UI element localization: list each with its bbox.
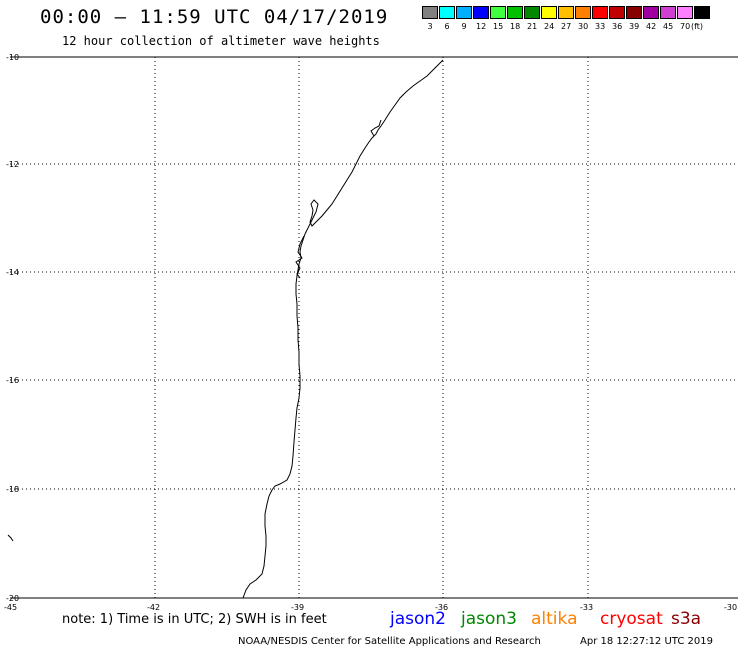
timestamp-text: Apr 18 12:27:12 UTC 2019	[580, 636, 713, 647]
satellite-label-jason3: jason3	[461, 609, 517, 629]
scale-label: 18	[510, 22, 521, 31]
scale-label: (ft)	[691, 22, 704, 31]
scale-label: 70	[680, 22, 691, 31]
scale-swatch	[490, 6, 506, 19]
scale-swatch	[507, 6, 523, 19]
coastline-inlet	[295, 119, 382, 279]
lon-label: -45	[4, 603, 18, 612]
lon-label: -42	[147, 603, 161, 612]
scale-swatch	[660, 6, 676, 19]
scale-label: 15	[493, 22, 504, 31]
note-text: note: 1) Time is in UTC; 2) SWH is in fe…	[62, 612, 327, 627]
scale-label: 27	[561, 22, 572, 31]
coastline	[242, 59, 444, 599]
scale-swatch	[626, 6, 642, 19]
scale-swatch	[558, 6, 574, 19]
scale-label: 9	[461, 22, 467, 31]
scale-label: 6	[444, 22, 450, 31]
scale-label: 42	[646, 22, 657, 31]
satellite-label-jason2: jason2	[390, 609, 446, 629]
lon-label: -36	[435, 603, 449, 612]
map-frame	[10, 56, 738, 599]
map-grid	[10, 57, 738, 598]
scale-label: 12	[476, 22, 487, 31]
lat-label: -18	[6, 485, 20, 494]
lat-label: -10	[6, 53, 20, 62]
scale-label: 3	[427, 22, 433, 31]
lon-label: -33	[580, 603, 594, 612]
lon-label: -39	[291, 603, 305, 612]
scale-label: 24	[544, 22, 555, 31]
satellite-label-s3a: s3a	[671, 609, 702, 629]
lon-label: -30	[724, 603, 738, 612]
scale-swatch	[439, 6, 455, 19]
scale-swatch	[575, 6, 591, 19]
scale-label: 21	[527, 22, 538, 31]
scale-label: 30	[578, 22, 589, 31]
page-title: 00:00 – 11:59 UTC 04/17/2019	[40, 6, 389, 28]
lat-label: -12	[6, 160, 20, 169]
credit-text: NOAA/NESDIS Center for Satellite Applica…	[238, 636, 541, 647]
scale-label: 33	[595, 22, 606, 31]
scale-swatch	[677, 6, 693, 19]
island-marker	[7, 534, 14, 542]
scale-swatch	[541, 6, 557, 19]
satellite-label-cryosat: cryosat	[600, 609, 663, 629]
scale-swatch	[609, 6, 625, 19]
scale-swatch	[422, 6, 438, 19]
scale-swatch	[456, 6, 472, 19]
lat-label: -14	[6, 268, 20, 277]
scale-label: 36	[612, 22, 623, 31]
scale-swatch	[473, 6, 489, 19]
scale-swatch	[694, 6, 710, 19]
scale-swatch	[592, 6, 608, 19]
scale-label: 39	[629, 22, 640, 31]
lat-label: -20	[6, 594, 20, 603]
page-subtitle: 12 hour collection of altimeter wave hei…	[62, 34, 380, 48]
lat-label: -16	[6, 376, 20, 385]
scale-swatch	[643, 6, 659, 19]
scale-label: 45	[663, 22, 674, 31]
scale-swatch	[524, 6, 540, 19]
satellite-label-altika: altika	[531, 609, 578, 629]
